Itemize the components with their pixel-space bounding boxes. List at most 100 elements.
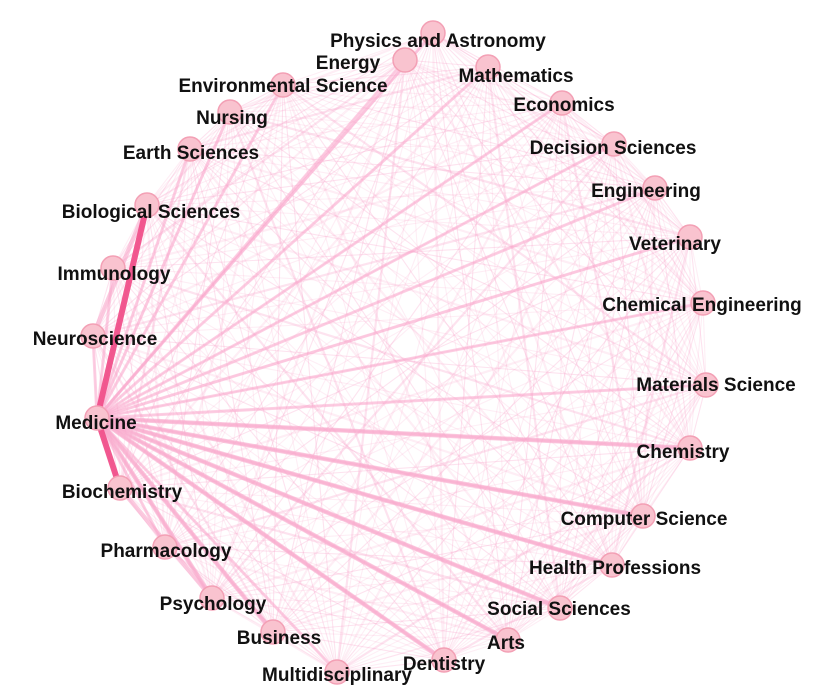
node-label-mathematics: Mathematics <box>458 66 573 87</box>
node-nursing <box>217 99 243 125</box>
node-multidisciplinary <box>324 659 350 685</box>
edge-decision-immunology <box>111 142 616 270</box>
edge-earth-chemeng <box>188 147 705 305</box>
node-label-environmental: Environmental Science <box>178 76 387 97</box>
edge-veterinary-neuroscience <box>92 236 691 337</box>
edge-chemistry-arts <box>507 447 691 641</box>
node-label-multidisciplinary: Multidisciplinary <box>262 665 412 686</box>
edge-earth-dentistry <box>189 148 445 661</box>
node-earth <box>177 136 203 162</box>
edge-environmental-chemistry <box>282 84 691 449</box>
edge-environmental-decision <box>282 84 615 145</box>
edge-energy-psychology <box>210 58 407 600</box>
edge-energy-biochemistry <box>119 59 406 489</box>
edge-energy-veterinary <box>404 59 691 238</box>
edge-biological-chemistry <box>146 204 691 449</box>
edge-physics-environmental <box>282 32 434 86</box>
edge-arts-multidisciplinary <box>336 639 509 673</box>
edge-neuroscience-business <box>91 334 275 634</box>
medium-edge-medicine-arts <box>94 415 511 643</box>
node-label-neuroscience: Neuroscience <box>33 329 158 350</box>
edge-computer-dentistry <box>443 515 644 661</box>
edge-economics-business <box>271 101 564 634</box>
node-label-engineering: Engineering <box>591 181 701 202</box>
edge-decision-chemeng <box>613 143 704 304</box>
edge-engineering-materials <box>654 187 707 386</box>
node-label-biochemistry: Biochemistry <box>62 482 183 503</box>
edge-environmental-dentistry <box>282 84 445 661</box>
edge-computer-psychology <box>211 515 644 599</box>
edge-mathematics-environmental <box>282 66 489 86</box>
node-engineering <box>642 175 668 201</box>
edge-physics-biological <box>146 32 434 206</box>
edge-social-multidisciplinary <box>336 607 561 673</box>
edge-business-arts <box>272 631 509 641</box>
edge-biological-multidisciplinary <box>146 204 338 673</box>
node-label-chemistry: Chemistry <box>637 442 730 463</box>
edge-materials-biochemistry <box>119 384 707 489</box>
edge-mathematics-chemeng <box>486 65 705 305</box>
node-label-physics: Physics and Astronomy <box>330 31 546 52</box>
edge-health-dentistry <box>442 563 614 662</box>
edge-chemistry-social <box>559 447 691 609</box>
node-economics <box>549 90 575 116</box>
edge-physics-social <box>432 32 561 609</box>
edge-veterinary-immunology <box>112 236 691 269</box>
hub-edge-energy <box>95 58 407 420</box>
node-label-dentistry: Dentistry <box>403 654 486 675</box>
node-label-veterinary: Veterinary <box>629 234 721 255</box>
edge-immunology-arts <box>112 267 509 641</box>
edge-mathematics-materials <box>487 66 707 386</box>
edge-energy-biological <box>146 59 406 206</box>
edge-chemistry-computer <box>642 447 691 517</box>
edge-pharmacology-health <box>164 546 613 566</box>
edge-materials-arts <box>506 383 708 642</box>
node-label-materials: Materials Science <box>636 375 795 396</box>
edge-physics-psychology <box>211 32 434 599</box>
edge-decision-biochemistry <box>119 143 615 489</box>
edge-earth-multidisciplinary <box>189 148 338 673</box>
edge-nursing-neuroscience <box>92 111 231 337</box>
edge-nursing-chemistry <box>229 111 691 449</box>
node-dentistry <box>431 647 457 673</box>
edge-economics-materials <box>561 102 707 386</box>
edge-nursing-chemeng <box>229 111 704 304</box>
edge-economics-psychology <box>211 102 563 599</box>
edge-decision-multidisciplinary <box>335 142 616 674</box>
edge-mathematics-multidisciplinary <box>336 66 489 673</box>
edge-engineering-business <box>271 186 657 634</box>
node-mathematics <box>475 54 501 80</box>
node-chemistry <box>677 435 703 461</box>
node-label-energy: Energy <box>316 53 381 74</box>
edge-materials-social <box>559 384 707 609</box>
edge-engineering-computer <box>641 186 657 518</box>
edge-economics-veterinary <box>561 102 691 238</box>
edge-economics-arts <box>507 102 563 641</box>
medium-edge-medicine-social <box>94 415 563 611</box>
medium-edge-medicine-psychology <box>94 415 215 601</box>
edge-nursing-dentistry <box>228 110 446 662</box>
edge-veterinary-multidisciplinary <box>336 236 691 673</box>
node-label-biological: Biological Sciences <box>62 202 240 223</box>
edge-materials-dentistry <box>443 384 707 661</box>
edge-chemeng-pharmacology <box>164 302 704 548</box>
hub-edge-materials <box>95 381 708 420</box>
node-environmental <box>270 72 296 98</box>
edge-chemistry-multidisciplinary <box>335 446 692 674</box>
edge-earth-arts <box>189 148 509 641</box>
edge-earth-chemistry <box>189 148 691 449</box>
edge-chemistry-business <box>272 447 691 633</box>
hub-edge-nursing <box>95 110 232 420</box>
edge-physics-computer <box>432 32 644 517</box>
edge-decision-social <box>559 143 615 609</box>
node-label-immunology: Immunology <box>58 264 171 285</box>
edge-decision-materials <box>613 143 707 386</box>
edge-veterinary-social <box>559 236 691 609</box>
edge-decision-biological <box>146 143 615 206</box>
edge-decision-computer <box>613 143 644 517</box>
hub-edge-decision <box>95 142 616 420</box>
edge-biological-arts <box>145 203 510 642</box>
edge-chemeng-arts <box>507 302 704 641</box>
hub-edge-neuroscience <box>89 334 99 420</box>
